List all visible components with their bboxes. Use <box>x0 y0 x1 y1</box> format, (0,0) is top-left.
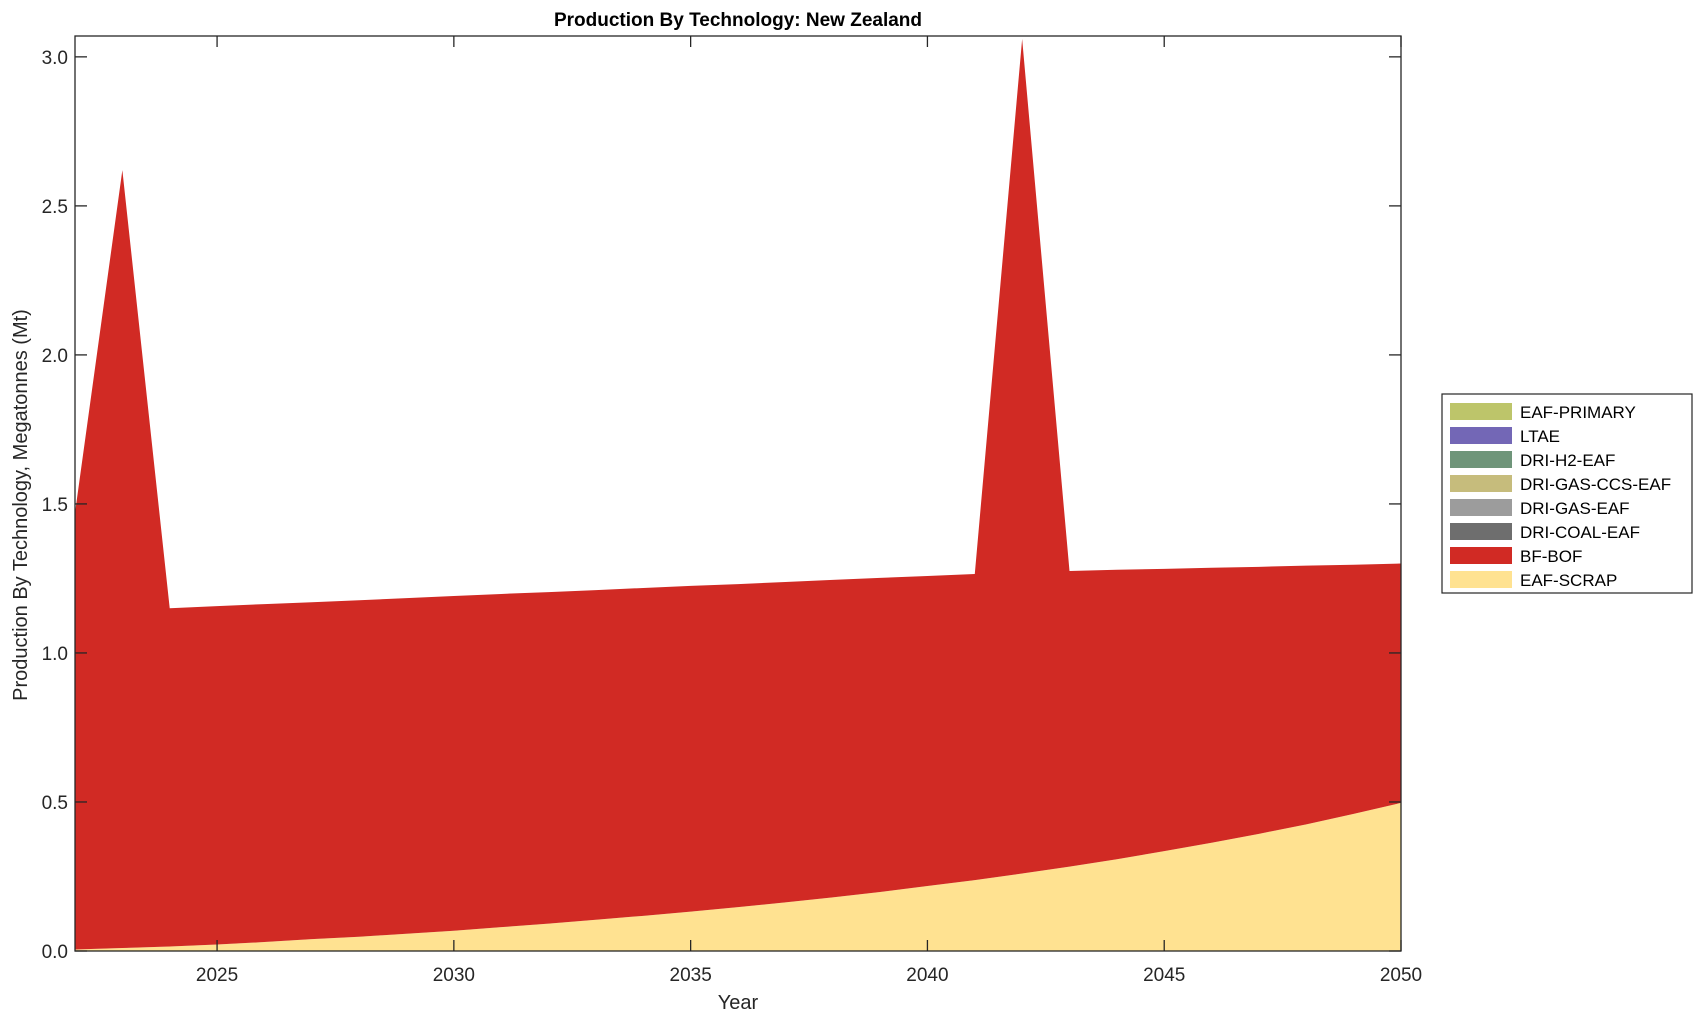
axes: 2025 2030 2035 2040 2045 2050 0.0 0.5 1.0 1.5 2.0 2… <box>42 35 1422 986</box>
legend-label: BF-BOF <box>1520 547 1582 566</box>
legend-swatch <box>1450 451 1512 468</box>
area-ltae <box>75 38 1401 609</box>
x-tick-label: 2035 <box>670 965 712 986</box>
legend-label: LTAE <box>1520 427 1560 446</box>
area-dri-gas-ccs-eaf <box>75 38 1401 609</box>
legend-swatch <box>1450 547 1512 564</box>
area-dri-h2-eaf <box>75 38 1401 609</box>
x-tick-label: 2050 <box>1380 965 1422 986</box>
legend-label: DRI-COAL-EAF <box>1520 523 1640 542</box>
legend-label: DRI-GAS-EAF <box>1520 499 1630 518</box>
area-dri-coal-eaf <box>75 38 1401 609</box>
y-tick-label: 1.0 <box>42 644 68 665</box>
y-tick-label: 1.5 <box>42 495 68 516</box>
legend-swatch <box>1450 427 1512 444</box>
y-tick-label: 2.5 <box>42 197 68 218</box>
legend: EAF-PRIMARY LTAE DRI-H2-EAF DRI-GAS-CCS-EAF… <box>1441 393 1693 594</box>
area-dri-gas-eaf <box>75 38 1401 609</box>
x-tick-label: 2025 <box>196 965 238 986</box>
legend-label: EAF-SCRAP <box>1520 571 1617 590</box>
legend-swatch <box>1450 523 1512 540</box>
legend-swatch <box>1450 403 1512 420</box>
y-axis-label: Production By Technology, Megatonnes (Mt… <box>10 309 32 701</box>
legend-label: EAF-PRIMARY <box>1520 403 1636 422</box>
y-tick-label: 2.0 <box>42 346 68 367</box>
legend-label: DRI-GAS-CCS-EAF <box>1520 475 1671 494</box>
area-layers <box>75 38 1401 951</box>
area-eaf-scrap <box>75 802 1401 951</box>
legend-swatch <box>1450 475 1512 492</box>
y-tick-label: 0.0 <box>42 942 68 963</box>
x-tick-label: 2040 <box>906 965 948 986</box>
axes-box <box>74 35 1402 952</box>
legend-swatch <box>1450 571 1512 588</box>
area-bf-bof <box>75 38 1401 950</box>
legend-swatch <box>1450 499 1512 516</box>
x-tick-label: 2030 <box>433 965 475 986</box>
area-eaf-primary <box>75 38 1401 609</box>
x-axis-label: Year <box>718 992 759 1014</box>
y-tick-label: 3.0 <box>42 48 68 69</box>
y-tick-label: 0.5 <box>42 793 68 814</box>
x-tick-label: 2045 <box>1143 965 1185 986</box>
legend-label: DRI-H2-EAF <box>1520 451 1615 470</box>
chart-title: Production By Technology: New Zealand <box>554 10 922 31</box>
